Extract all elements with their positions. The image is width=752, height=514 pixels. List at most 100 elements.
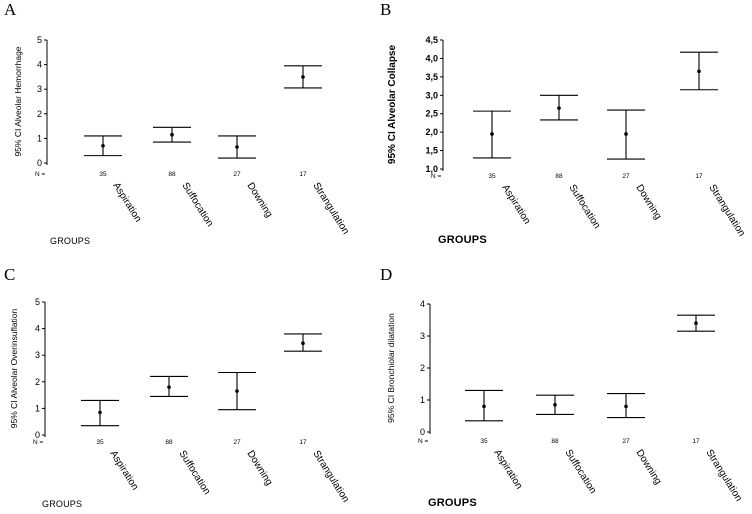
category-label: Strangulation bbox=[706, 183, 747, 239]
panel-b: B GROUPS 1,0 1,5 2,0 2,5 3,0 3,5 4,0 4,5 95% CI … bbox=[376, 0, 752, 257]
category-label: Downing bbox=[244, 181, 274, 220]
panel-letter: A bbox=[4, 0, 17, 19]
n-value: 17 bbox=[692, 438, 700, 445]
n-label: N = bbox=[431, 173, 442, 180]
error-bar bbox=[607, 393, 645, 419]
error-bar bbox=[218, 371, 256, 411]
error-bar bbox=[218, 135, 256, 159]
category-label: Suffocation bbox=[562, 448, 598, 496]
error-bar bbox=[540, 94, 578, 121]
y-tick-label: 4 bbox=[420, 299, 425, 309]
category-label: Strangulation bbox=[310, 449, 351, 505]
error-bar bbox=[84, 135, 122, 157]
y-tick-label: 2 bbox=[35, 377, 40, 387]
mean-point bbox=[170, 132, 174, 137]
error-bar bbox=[153, 126, 191, 143]
y-tick-label: 5 bbox=[35, 297, 40, 307]
category-label: Aspiration bbox=[110, 181, 143, 225]
n-value: 35 bbox=[96, 439, 104, 446]
n-value: 88 bbox=[165, 439, 173, 446]
y-tick-label: 4 bbox=[35, 324, 40, 334]
error-bar bbox=[81, 399, 119, 427]
n-value: 17 bbox=[299, 439, 307, 446]
n-value: 35 bbox=[480, 438, 488, 445]
error-bar bbox=[284, 333, 322, 352]
category-label: Aspiration bbox=[491, 448, 524, 492]
y-tick-label: 0 bbox=[35, 430, 40, 440]
category-label: Downing bbox=[244, 449, 274, 488]
mean-point bbox=[624, 132, 628, 136]
y-tick-label: 2 bbox=[420, 363, 425, 373]
y-tick-label: 3 bbox=[35, 350, 40, 360]
category-label: Downing bbox=[633, 448, 663, 487]
y-tick-label: 3 bbox=[420, 331, 425, 341]
mean-point bbox=[301, 75, 305, 79]
y-tick-label: 4 bbox=[37, 60, 42, 70]
panel-a: A GROUPS 0 1 2 3 4 5 95% CI Alveolar Hemorrhag… bbox=[0, 0, 376, 257]
y-axis-title: 95% CI Alveolar Hemorrhage bbox=[13, 46, 23, 156]
n-label: N = bbox=[35, 171, 46, 178]
error-bar-chart: 0 1 2 3 4 5 95% CI Alveolar Hemorrhage N = 35Asp… bbox=[13, 35, 351, 237]
x-axis-label: GROUPS bbox=[438, 234, 487, 246]
y-tick-label: 2 bbox=[37, 109, 42, 119]
n-value: 88 bbox=[555, 173, 563, 180]
y-tick-label: 1 bbox=[37, 133, 42, 143]
n-value: 27 bbox=[622, 173, 630, 180]
y-tick-label: 2,0 bbox=[425, 127, 438, 137]
y-axis-title: 95% CI Alveolar Collapse bbox=[387, 45, 398, 165]
panel-letter: D bbox=[380, 265, 393, 284]
y-tick-label: 3 bbox=[37, 84, 42, 94]
mean-point bbox=[235, 389, 239, 393]
error-bar bbox=[677, 314, 715, 332]
n-label: N = bbox=[418, 438, 429, 445]
error-bar bbox=[536, 394, 574, 415]
y-axis-title: 95% CI Alveolar Overinsuflation bbox=[9, 308, 19, 428]
category-label: Aspiration bbox=[107, 449, 140, 493]
mean-point bbox=[167, 385, 171, 389]
y-tick-label: 1 bbox=[35, 403, 40, 413]
error-bar bbox=[284, 65, 322, 89]
mean-point bbox=[553, 403, 557, 407]
category-label: Suffocation bbox=[176, 449, 212, 497]
panel-letter: B bbox=[380, 0, 392, 19]
error-bar bbox=[473, 110, 511, 159]
mean-point bbox=[697, 69, 701, 74]
error-bar-chart: 0 1 2 3 4 95% CI Bronchiolar dilatation N = 35A… bbox=[386, 299, 744, 504]
y-tick-label: 1,0 bbox=[425, 164, 438, 174]
n-value: 17 bbox=[299, 171, 307, 178]
x-axis-label: GROUPS bbox=[50, 236, 91, 246]
n-value: 17 bbox=[695, 173, 703, 180]
y-tick-label: 5 bbox=[37, 35, 42, 45]
y-tick-label: 1,5 bbox=[425, 146, 438, 156]
category-label: Downing bbox=[633, 183, 663, 222]
category-label: Aspiration bbox=[499, 183, 532, 227]
n-value: 35 bbox=[99, 171, 107, 178]
mean-point bbox=[301, 341, 305, 346]
n-value: 27 bbox=[233, 171, 241, 178]
error-bar bbox=[150, 375, 188, 397]
mean-point bbox=[624, 404, 628, 409]
error-bar bbox=[465, 389, 503, 422]
mean-point bbox=[482, 404, 486, 409]
mean-point bbox=[101, 143, 105, 148]
n-value: 27 bbox=[622, 438, 630, 445]
y-tick-label: 2,5 bbox=[425, 109, 438, 119]
y-tick-label: 4,0 bbox=[425, 53, 438, 63]
category-label: Strangulation bbox=[703, 448, 744, 504]
y-tick-label: 3,0 bbox=[425, 90, 438, 100]
y-axis-title: 95% CI Bronchiolar dilatation bbox=[386, 313, 396, 423]
y-tick-label: 4,5 bbox=[425, 35, 438, 45]
mean-point bbox=[490, 132, 494, 136]
category-label: Suffocation bbox=[179, 181, 215, 229]
panel-letter: C bbox=[4, 265, 16, 284]
panel-d: D GROUPS 0 1 2 3 4 95% CI Bronchiolar dilatat… bbox=[376, 257, 752, 514]
category-label: Suffocation bbox=[566, 183, 602, 231]
y-tick-label: 3,5 bbox=[425, 72, 438, 82]
n-label: N = bbox=[33, 439, 44, 446]
mean-point bbox=[694, 321, 698, 325]
n-value: 88 bbox=[551, 438, 559, 445]
error-bar bbox=[680, 51, 718, 91]
error-bar-chart: 1,0 1,5 2,0 2,5 3,0 3,5 4,0 4,5 95% CI Alveolar … bbox=[387, 35, 747, 239]
mean-point bbox=[235, 145, 239, 149]
mean-point bbox=[98, 410, 102, 415]
